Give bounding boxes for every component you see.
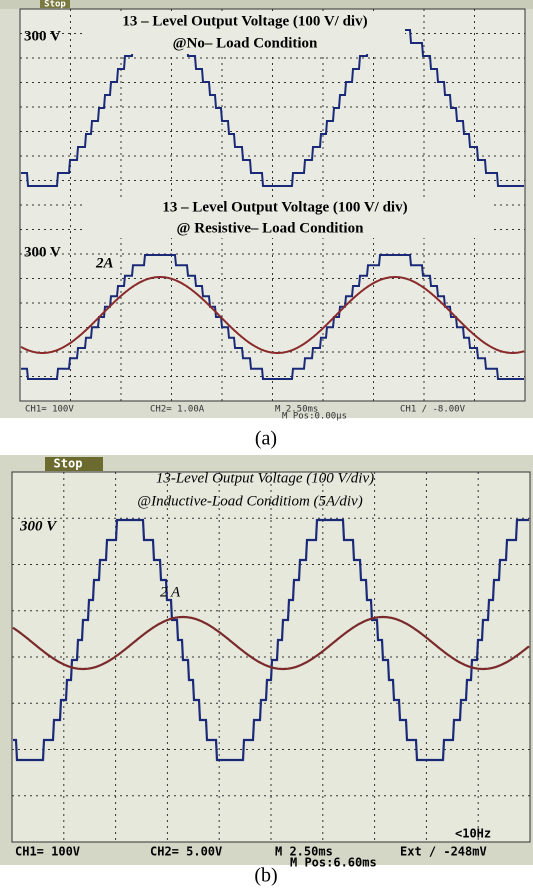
footer-trigger: CH1 / -8.00V <box>400 405 466 415</box>
footer-time: M 2.50ms <box>275 845 333 859</box>
current-waveform <box>20 276 525 354</box>
title: 13 – Level Output Voltage (100 V/ div) <box>122 13 367 29</box>
title: 13 – Level Output Voltage (100 V/ div) <box>162 199 407 215</box>
voltage-waveform <box>13 518 529 762</box>
current-label: 2A <box>95 255 114 271</box>
footer-ch2: CH2= 1.00A <box>150 405 205 415</box>
footer-trigger: Ext / -248mV <box>400 845 487 859</box>
footer-ch2: CH2= 5.00V <box>150 845 222 859</box>
current-waveform <box>12 615 530 671</box>
grid-b <box>12 472 530 842</box>
footer-ch1: CH1= 100V <box>15 845 80 859</box>
top-bar-a <box>0 0 533 9</box>
voltage-label: 300 V <box>19 518 58 534</box>
status: Stop <box>54 457 83 471</box>
footer-time: M 2.50ms <box>275 405 318 415</box>
caption: (b) <box>254 865 277 887</box>
voltage-waveform <box>21 29 524 187</box>
footer-pos: M Pos:6.60ms <box>290 856 377 870</box>
voltage-label: 300 V <box>24 28 61 44</box>
subtitle: @ Resistive– Load Condition <box>177 220 365 236</box>
title: 13-Level Output Voltage (100 V/div) <box>156 470 374 486</box>
label-bg <box>85 200 490 238</box>
status-box-a <box>40 0 70 8</box>
voltage-waveform <box>21 254 524 380</box>
footer-pos: M Pos:0.00μs <box>282 412 347 422</box>
footer-ch1: CH1= 100V <box>25 405 74 415</box>
caption: (a) <box>255 428 277 450</box>
subtitle: @No– Load Condition <box>173 35 318 51</box>
status: Stop <box>44 0 66 10</box>
trigger-freq: <10Hz <box>455 827 491 841</box>
current-label: 2 A <box>160 584 181 600</box>
label-bg <box>85 12 405 54</box>
subtitle: @Inductive-Load Conditiom (5A/div) <box>137 493 362 509</box>
status-box-b <box>45 457 103 471</box>
voltage-label: 300 V <box>24 244 61 260</box>
